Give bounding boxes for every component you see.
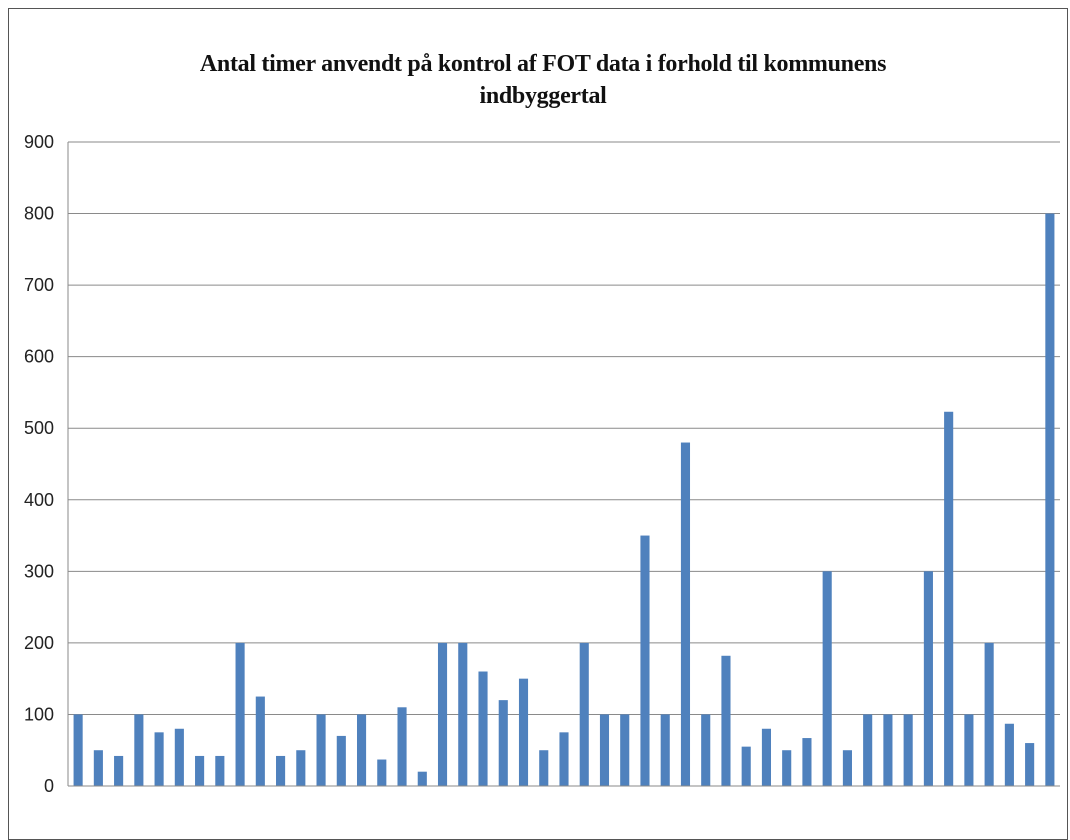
bar-4 — [134, 714, 144, 786]
bar-44 — [944, 411, 954, 786]
bar-1 — [73, 714, 83, 786]
chart-frame — [8, 8, 1068, 840]
bar-35 — [761, 728, 772, 786]
bar-20 — [458, 642, 468, 786]
bar-40 — [863, 714, 873, 786]
bar-42 — [903, 714, 913, 786]
y-tick-label-900: 900 — [24, 132, 54, 152]
bar-13 — [316, 714, 326, 786]
bar-12 — [296, 750, 306, 786]
bar-48 — [1025, 743, 1035, 786]
bar-14 — [336, 735, 346, 786]
bar-21 — [478, 671, 488, 786]
bar-16 — [377, 759, 387, 786]
gridlines — [68, 141, 1060, 715]
y-tick-label-800: 800 — [24, 204, 54, 224]
bar-24 — [539, 750, 549, 786]
bar-3 — [114, 755, 124, 786]
bar-46 — [984, 642, 994, 786]
bar-45 — [964, 714, 974, 786]
bar-8 — [215, 755, 225, 786]
y-tick-label-200: 200 — [24, 633, 54, 653]
bar-34 — [741, 746, 751, 786]
bar-19 — [437, 642, 448, 786]
axes — [67, 142, 1060, 787]
chart-title-line-1: Antal timer anvendt på kontrol af FOT da… — [199, 51, 887, 77]
bar-18 — [417, 771, 427, 786]
bar-37 — [802, 738, 812, 786]
bar-6 — [174, 728, 184, 786]
y-tick-label-0: 0 — [44, 776, 54, 796]
bar-36 — [782, 750, 792, 786]
chart-title-line-2: indbyggertal — [479, 83, 607, 109]
bar-38 — [822, 571, 832, 786]
bar-30 — [660, 714, 670, 786]
bar-27 — [599, 714, 610, 786]
bar-17 — [397, 707, 407, 786]
bar-9 — [235, 642, 245, 786]
bar-7 — [195, 755, 205, 786]
bar-28 — [620, 714, 630, 786]
bar-47 — [1004, 723, 1014, 786]
bar-25 — [559, 732, 569, 786]
bar-33 — [721, 655, 731, 786]
bar-32 — [701, 714, 711, 786]
bar-2 — [93, 750, 103, 786]
bar-43 — [923, 571, 933, 786]
bar-10 — [255, 696, 265, 786]
bar-23 — [518, 678, 529, 786]
chart-title: Antal timer anvendt på kontrol af FOT da… — [0, 48, 1070, 112]
bar-22 — [498, 700, 508, 786]
bar-39 — [842, 750, 852, 786]
bar-31 — [680, 442, 691, 786]
y-tick-label-500: 500 — [24, 418, 54, 438]
bar-41 — [883, 714, 893, 786]
y-axis-ticks: 0 100 200 300 400 500 600 700 800 900 — [24, 132, 54, 796]
y-tick-label-400: 400 — [24, 490, 54, 510]
bar-49 — [1045, 213, 1055, 787]
bars — [73, 213, 1055, 787]
bar-26 — [579, 642, 589, 786]
bar-15 — [356, 714, 367, 786]
y-tick-label-100: 100 — [24, 704, 54, 724]
y-tick-label-700: 700 — [24, 275, 54, 295]
bar-11 — [276, 755, 286, 786]
bar-29 — [640, 535, 650, 786]
y-tick-label-300: 300 — [24, 561, 54, 581]
bar-5 — [154, 732, 164, 786]
y-tick-label-600: 600 — [24, 347, 54, 367]
